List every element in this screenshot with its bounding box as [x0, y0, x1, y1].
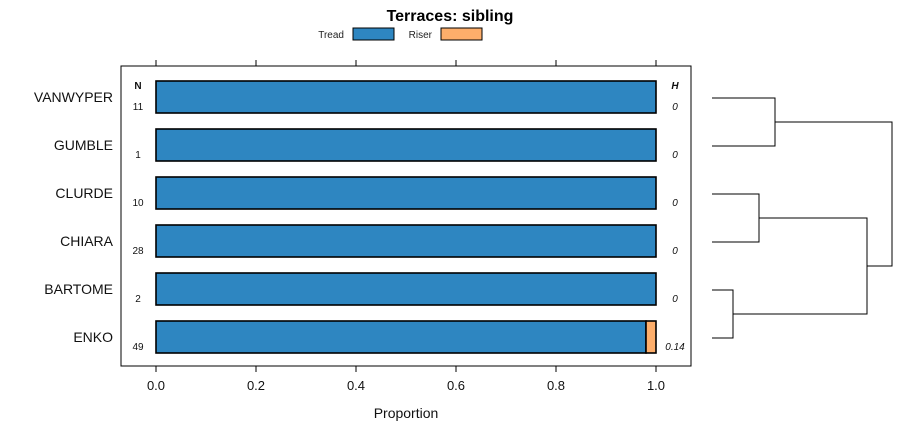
category-label-bartome: BARTOME — [44, 281, 113, 297]
bars-group — [155, 80, 657, 354]
bar-tread-gumble — [155, 128, 657, 162]
dendrogram — [712, 97, 893, 339]
category-label-clurde: CLURDE — [55, 185, 113, 201]
h-value-clurde: 0 — [672, 198, 678, 209]
chart-title: Terraces: sibling — [387, 8, 514, 25]
n-value-vanwyper: 11 — [133, 102, 144, 113]
h-value-enko: 0.14 — [665, 342, 685, 353]
n-value-enko: 49 — [132, 342, 144, 353]
bar-tread-chiara — [155, 224, 657, 258]
dendrogram-branch — [733, 217, 868, 315]
n-value-gumble: 1 — [135, 150, 141, 161]
x-tick-label: 0.8 — [547, 378, 565, 393]
x-tick-label: 0.4 — [347, 378, 365, 393]
n-value-chiara: 28 — [132, 246, 144, 257]
n-value-clurde: 10 — [132, 198, 144, 209]
plot-frame — [120, 65, 692, 367]
n-column-header: N — [134, 81, 141, 92]
category-label-vanwyper: VANWYPER — [34, 89, 113, 105]
category-label-gumble: GUMBLE — [54, 137, 113, 153]
bar-tread-vanwyper — [155, 80, 657, 114]
bar-tread-clurde — [155, 176, 657, 210]
legend: Tread Riser — [318, 27, 483, 41]
x-tick-label: 0.6 — [447, 378, 465, 393]
h-value-bartome: 0 — [672, 294, 678, 305]
legend-swatch-tread — [352, 27, 395, 41]
x-tick-label: 0.2 — [247, 378, 265, 393]
n-value-bartome: 2 — [135, 294, 141, 305]
bar-tread-enko — [155, 320, 647, 354]
legend-label-riser: Riser — [409, 30, 433, 41]
x-tick-label: 0.0 — [147, 378, 165, 393]
dendrogram-branch — [712, 97, 776, 147]
h-value-gumble: 0 — [672, 150, 678, 161]
h-column-header: H — [671, 81, 679, 92]
x-tick-label: 1.0 — [647, 378, 665, 393]
legend-swatch-riser — [440, 27, 483, 41]
legend-label-tread: Tread — [318, 30, 344, 41]
category-label-chiara: CHIARA — [60, 233, 114, 249]
h-value-vanwyper: 0 — [672, 102, 678, 113]
bar-riser-enko — [645, 320, 657, 354]
category-label-enko: ENKO — [73, 329, 113, 345]
dendrogram-branch — [775, 121, 893, 267]
dendrogram-branch — [712, 193, 760, 243]
x-axis-title: Proportion — [374, 405, 439, 421]
h-value-chiara: 0 — [672, 246, 678, 257]
x-axis: 0.0 0.2 0.4 0.6 0.8 1.0 — [147, 60, 665, 393]
dendrogram-branch — [712, 289, 734, 339]
bar-tread-bartome — [155, 272, 657, 306]
